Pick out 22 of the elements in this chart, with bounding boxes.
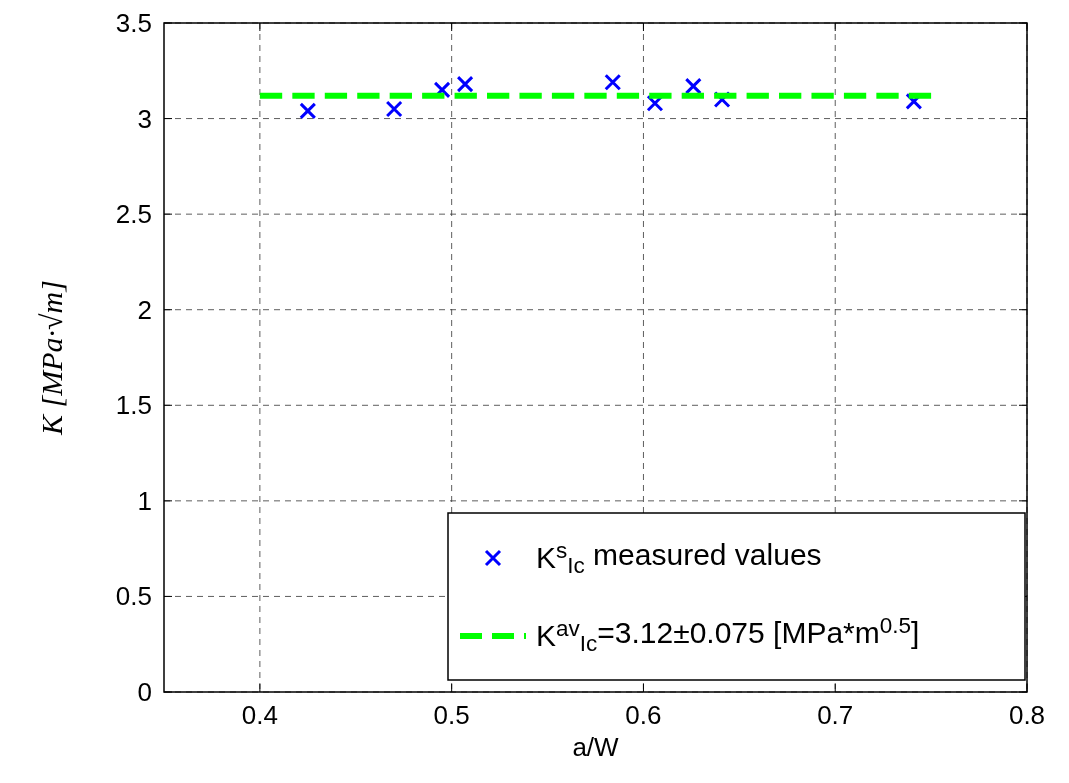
y-tick-label: 3.5 <box>115 8 152 38</box>
y-axis-title: K [MPa·√m] <box>35 280 68 436</box>
point <box>456 75 474 93</box>
point <box>385 100 403 118</box>
legend-label: K$^{s}$$_{Ic}$ measured values <box>536 537 822 579</box>
y-tick-label: 2.5 <box>115 199 152 230</box>
x-tick-label: 0.6 <box>625 700 662 730</box>
point <box>646 94 664 112</box>
x-tick-label: 0.5 <box>433 700 470 730</box>
x-axis-title: a/W <box>572 732 620 762</box>
x-tick-label: 0.4 <box>241 700 278 730</box>
y-tick-label: 0.5 <box>115 581 152 612</box>
y-tick-label: 1 <box>137 485 152 516</box>
x-tick-label: 0.7 <box>817 700 854 730</box>
point <box>299 102 317 120</box>
y-tick-label: 0 <box>137 677 152 707</box>
x-tick-label: 0.8 <box>1008 700 1046 730</box>
y-tick-label: 3 <box>137 103 152 134</box>
y-tick-label: 1.5 <box>115 390 152 421</box>
y-tick-label: 2 <box>137 294 152 325</box>
legend-label: K$^{av}$$_{Ic}$=3.12±0.075 [MPa*m$^{0.5}$] <box>536 613 920 657</box>
point <box>604 73 622 91</box>
